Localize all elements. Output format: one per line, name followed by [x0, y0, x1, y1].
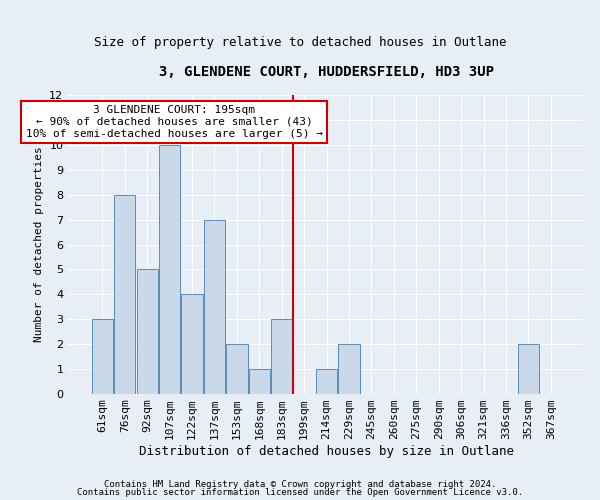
Title: 3, GLENDENE COURT, HUDDERSFIELD, HD3 3UP: 3, GLENDENE COURT, HUDDERSFIELD, HD3 3UP	[159, 65, 494, 79]
Text: Contains HM Land Registry data © Crown copyright and database right 2024.: Contains HM Land Registry data © Crown c…	[104, 480, 496, 489]
Bar	[92, 319, 113, 394]
Bar	[518, 344, 539, 394]
Bar	[181, 294, 203, 394]
Bar	[226, 344, 248, 394]
Bar	[316, 368, 337, 394]
X-axis label: Distribution of detached houses by size in Outlane: Distribution of detached houses by size …	[139, 444, 514, 458]
Bar	[204, 220, 225, 394]
Bar	[271, 319, 292, 394]
Bar	[114, 195, 136, 394]
Text: Size of property relative to detached houses in Outlane: Size of property relative to detached ho…	[94, 36, 506, 49]
Bar	[338, 344, 359, 394]
Bar	[159, 145, 180, 394]
Bar	[248, 368, 270, 394]
Text: 3 GLENDENE COURT: 195sqm
← 90% of detached houses are smaller (43)
10% of semi-d: 3 GLENDENE COURT: 195sqm ← 90% of detach…	[26, 106, 323, 138]
Y-axis label: Number of detached properties: Number of detached properties	[34, 146, 44, 342]
Text: Contains public sector information licensed under the Open Government Licence v3: Contains public sector information licen…	[77, 488, 523, 497]
Bar	[137, 270, 158, 394]
